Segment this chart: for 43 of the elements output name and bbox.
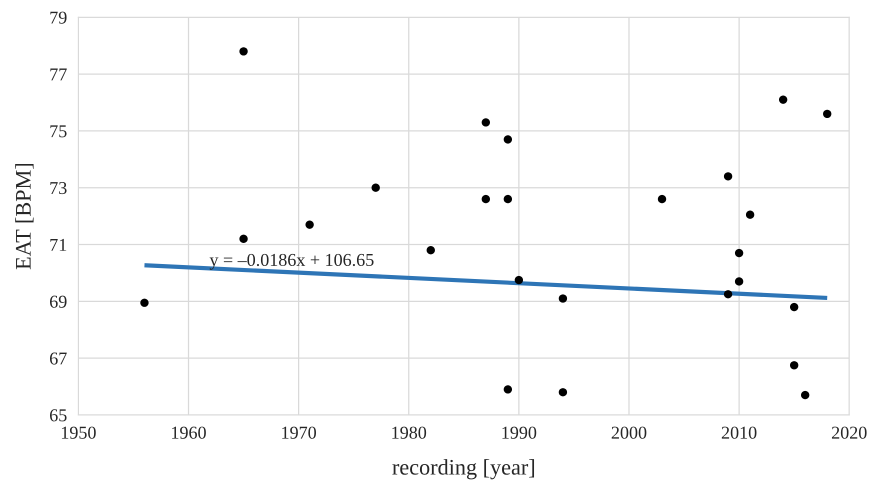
y-tick-label: 75 [50, 125, 67, 138]
point [482, 118, 490, 127]
y-tick-label: 73 [50, 182, 67, 194]
point [558, 388, 568, 396]
point [305, 220, 314, 229]
point [239, 234, 248, 244]
y-tick-label: 77 [50, 68, 67, 80]
point [372, 184, 380, 192]
x-tick-label: 1970 [282, 426, 316, 439]
point [778, 96, 788, 104]
point [658, 194, 666, 204]
point [514, 276, 524, 284]
point [426, 246, 435, 254]
point [140, 298, 149, 307]
point [558, 294, 568, 303]
point [724, 290, 732, 298]
point [504, 194, 512, 204]
point [823, 110, 832, 118]
point [734, 248, 744, 258]
y-tick-label: 67 [50, 352, 67, 365]
point [482, 194, 490, 204]
x-tick-label: 2010 [722, 426, 756, 439]
x-tick-label: 1960 [172, 426, 206, 439]
y-tick-label: 71 [50, 238, 66, 251]
point [790, 302, 798, 312]
point [746, 210, 754, 219]
x-tick-label: 2020 [832, 426, 867, 439]
x-tick-label: 1990 [502, 426, 536, 439]
x-tick-label: 1950 [62, 426, 96, 439]
point [801, 390, 810, 400]
point [504, 135, 512, 144]
x-tick-label: 1980 [392, 426, 426, 439]
y-axis-title: EAT [BPM] [15, 164, 34, 270]
point [239, 47, 248, 56]
point [790, 361, 798, 370]
x-tick-label: 2000 [612, 426, 646, 439]
y-tick-label: 79 [50, 12, 67, 24]
x-axis-title: recording [year] [392, 459, 534, 480]
point [724, 172, 732, 181]
point [504, 385, 512, 394]
point [734, 277, 744, 286]
y-tick-label: 69 [50, 296, 67, 308]
y-tick-label: 65 [50, 409, 67, 422]
